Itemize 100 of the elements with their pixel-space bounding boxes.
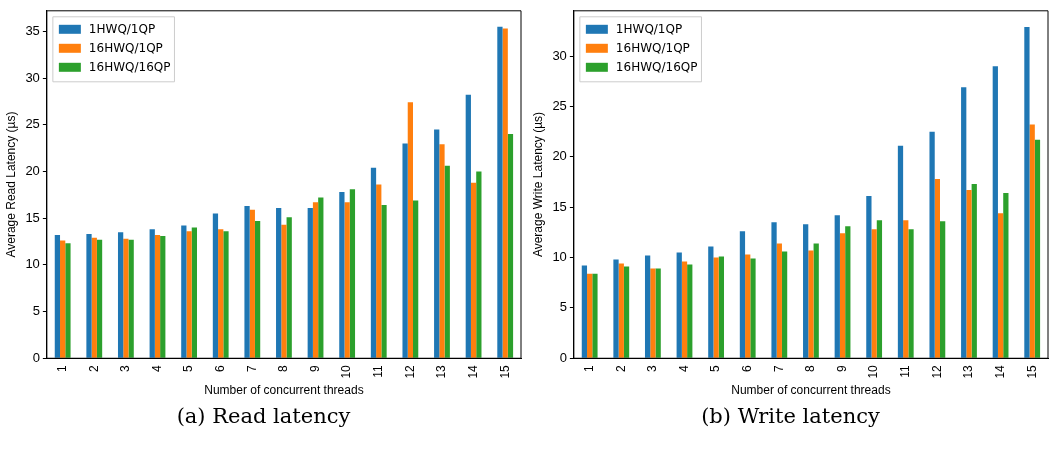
x-tick-label: 12 bbox=[929, 364, 944, 379]
bar bbox=[349, 189, 356, 358]
bar bbox=[434, 129, 440, 358]
x-tick-label: 2 bbox=[613, 364, 628, 372]
y-axis-title: Average Read Latency (µs) bbox=[3, 111, 18, 258]
x-tick-label: 2 bbox=[86, 364, 101, 372]
bar bbox=[1003, 193, 1009, 358]
bar bbox=[1029, 124, 1035, 358]
x-axis-title: Number of concurrent threads bbox=[204, 383, 364, 398]
text: (b) Write latency bbox=[700, 404, 881, 428]
bar bbox=[966, 190, 972, 358]
bar bbox=[339, 192, 345, 358]
y-tick-label: 30 bbox=[25, 69, 40, 85]
x-tick-label: 11 bbox=[898, 364, 913, 378]
bar bbox=[54, 234, 61, 358]
bar bbox=[86, 234, 92, 358]
legend-label: 16HWQ/1QP bbox=[88, 40, 163, 55]
bar bbox=[344, 202, 350, 358]
bar bbox=[866, 196, 872, 358]
legend-label: 1HWQ/1QP bbox=[615, 21, 683, 36]
bar bbox=[813, 243, 819, 358]
x-tick-label: 11 bbox=[371, 364, 386, 378]
bar bbox=[186, 231, 192, 358]
bar bbox=[276, 207, 282, 358]
bar bbox=[497, 26, 503, 358]
bar bbox=[444, 165, 450, 358]
bar bbox=[839, 233, 846, 358]
y-tick-label: 25 bbox=[25, 116, 40, 132]
x-tick-label: 9 bbox=[834, 364, 849, 372]
y-tick-label: 10 bbox=[25, 256, 40, 272]
bar bbox=[181, 225, 187, 358]
y-tick-label: 30 bbox=[552, 47, 567, 63]
x-tick-label: 9 bbox=[307, 364, 322, 372]
bar bbox=[286, 217, 292, 358]
bar bbox=[191, 227, 197, 358]
x-tick-label: 13 bbox=[961, 364, 976, 379]
y-tick-label: 25 bbox=[552, 98, 567, 114]
bar bbox=[687, 264, 693, 358]
bar bbox=[96, 239, 103, 358]
x-axis-title: Number of concurrent threads bbox=[731, 383, 891, 398]
y-axis-title: Average Write Latency (µs) bbox=[530, 111, 545, 258]
bar bbox=[644, 255, 651, 358]
x-tick-label: 4 bbox=[676, 364, 691, 372]
bar bbox=[318, 197, 324, 358]
bar bbox=[929, 131, 935, 358]
bar bbox=[281, 224, 287, 358]
bar bbox=[803, 224, 809, 358]
text: (a) Read latency bbox=[175, 404, 352, 428]
bar bbox=[60, 240, 66, 358]
x-tick-label: 5 bbox=[181, 364, 196, 372]
bar bbox=[992, 66, 998, 358]
legend-label: 16HWQ/16QP bbox=[615, 59, 698, 74]
y-tick-label: 15 bbox=[552, 198, 567, 214]
x-tick-label: 1 bbox=[54, 364, 69, 372]
bar bbox=[676, 252, 682, 358]
y-tick-label: 0 bbox=[32, 349, 40, 365]
bar bbox=[381, 205, 387, 358]
x-tick-label: 3 bbox=[645, 364, 660, 372]
bar bbox=[254, 220, 261, 358]
x-tick-label: 7 bbox=[771, 364, 786, 372]
bar bbox=[613, 259, 619, 358]
bar bbox=[771, 222, 777, 358]
x-tick-label: 5 bbox=[708, 364, 723, 372]
bar bbox=[249, 209, 255, 358]
bar bbox=[650, 268, 656, 358]
bar bbox=[223, 231, 229, 358]
bar bbox=[502, 28, 508, 358]
bar bbox=[623, 266, 630, 358]
bar bbox=[776, 243, 782, 358]
bar bbox=[117, 232, 124, 358]
bar bbox=[407, 102, 413, 358]
bar bbox=[244, 206, 250, 358]
bar bbox=[128, 239, 134, 358]
bar bbox=[934, 178, 940, 358]
x-tick-label: 14 bbox=[992, 364, 1007, 379]
x-tick-label: 8 bbox=[276, 364, 291, 372]
bar bbox=[903, 220, 909, 358]
x-tick-label: 15 bbox=[497, 364, 512, 379]
bar bbox=[708, 246, 714, 358]
bar bbox=[1034, 139, 1041, 358]
y-tick-label: 5 bbox=[559, 299, 567, 315]
bar bbox=[871, 229, 877, 358]
x-tick-label: 15 bbox=[1024, 364, 1039, 379]
bar bbox=[465, 94, 471, 358]
bar bbox=[160, 235, 166, 358]
bar bbox=[845, 226, 851, 358]
bar bbox=[681, 261, 688, 358]
x-tick-label: 14 bbox=[465, 364, 480, 379]
y-tick-label: 20 bbox=[25, 163, 40, 179]
x-tick-label: 10 bbox=[339, 364, 354, 379]
y-tick-label: 5 bbox=[32, 303, 40, 319]
x-tick-label: 13 bbox=[434, 364, 449, 379]
x-tick-label: 7 bbox=[244, 364, 259, 372]
bar bbox=[507, 134, 514, 358]
bar bbox=[834, 215, 840, 358]
bar bbox=[439, 144, 445, 358]
x-tick-label: 1 bbox=[581, 364, 596, 372]
x-tick-label: 6 bbox=[213, 364, 228, 372]
bar bbox=[376, 184, 382, 358]
x-tick-label: 3 bbox=[118, 364, 133, 372]
